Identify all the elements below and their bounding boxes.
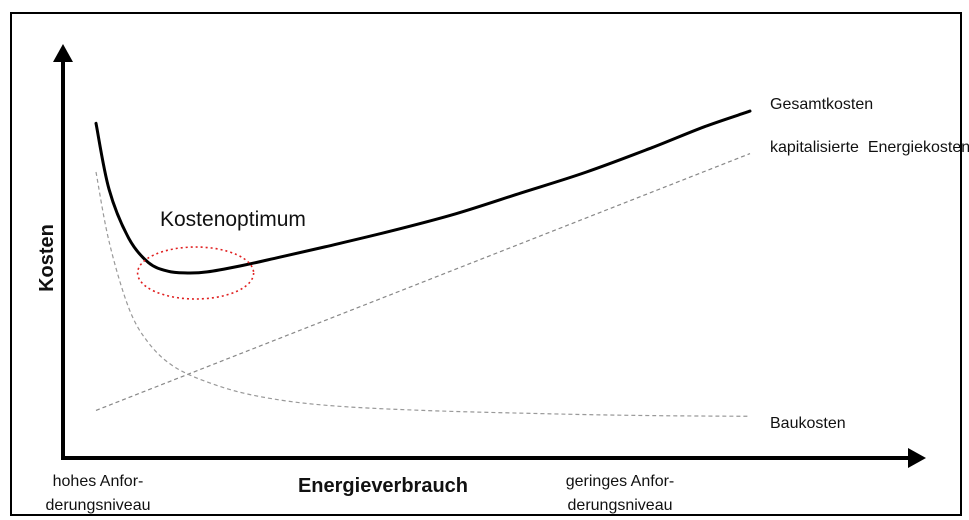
series-energiekosten-line [95,153,751,411]
series-label-energiekosten: kapitalisierte Energiekosten [770,139,969,156]
series-baukosten-line [95,171,751,417]
x-axis-arrow [908,448,926,468]
x-axis-title: Energieverbrauch [298,475,468,497]
series-gesamtkosten-line [94,109,752,275]
kostenoptimum-label: Kostenoptimum [160,208,306,231]
figure-frame [10,12,962,516]
x-tick-label-right-line1: geringes Anfor- [566,473,675,490]
y-axis-arrow [53,44,73,62]
x-tick-label-right-line2: derungsniveau [568,497,673,514]
series-label-gesamtkosten: Gesamtkosten [770,96,873,113]
x-tick-label-left-line2: derungsniveau [46,497,151,514]
y-axis-title: Kosten [36,224,58,292]
x-tick-label-left-line1: hohes Anfor- [53,473,144,490]
optimum-ellipse-marker [136,246,255,300]
series-label-baukosten: Baukosten [770,415,846,432]
